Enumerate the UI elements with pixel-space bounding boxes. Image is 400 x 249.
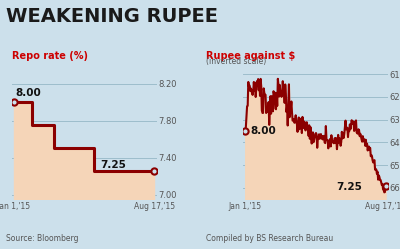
- Text: Source: Bloomberg: Source: Bloomberg: [6, 234, 78, 243]
- Text: Compiled by BS Research Bureau: Compiled by BS Research Bureau: [206, 234, 333, 243]
- Text: (inverted scale): (inverted scale): [206, 57, 266, 66]
- Text: Repo rate (%): Repo rate (%): [12, 51, 88, 61]
- Text: WEAKENING RUPEE: WEAKENING RUPEE: [6, 7, 218, 26]
- Text: 8.00: 8.00: [250, 125, 276, 136]
- Text: 8.00: 8.00: [15, 88, 41, 98]
- Text: 7.25: 7.25: [100, 160, 126, 170]
- Text: Rupee against $: Rupee against $: [206, 51, 295, 61]
- Text: 7.25: 7.25: [336, 182, 362, 192]
